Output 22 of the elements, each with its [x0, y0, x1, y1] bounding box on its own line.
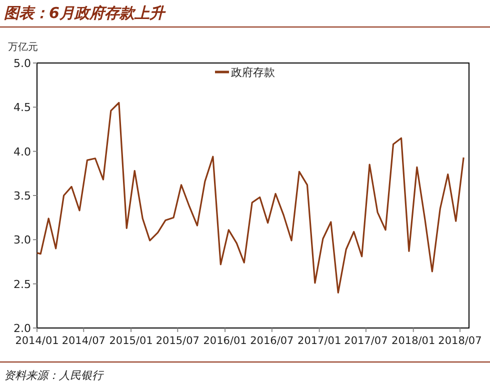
y-tick-label: 2.5 — [14, 278, 31, 291]
y-tick-label: 4.0 — [14, 145, 31, 158]
text: 资料来源：人民银行 — [4, 369, 105, 382]
x-tick-label: 2015/01 — [109, 335, 153, 347]
x-tick-label: 2018/07 — [438, 335, 482, 347]
y-axis-title: 万亿元 — [8, 42, 38, 53]
x-tick-label: 2014/07 — [62, 335, 106, 347]
line-series — [36, 102, 464, 294]
y-tick-label: 4.5 — [14, 101, 31, 114]
x-tick-label: 2016/07 — [250, 335, 294, 347]
x-tick-label: 2018/01 — [392, 335, 436, 347]
legend-label: 政府存款 — [231, 66, 275, 79]
x-tick-label: 2015/07 — [156, 335, 200, 347]
x-tick-label: 2017/01 — [298, 335, 342, 347]
x-tick-label: 2016/01 — [203, 335, 247, 347]
y-tick-label: 5.0 — [14, 57, 31, 70]
chart-title: 图表：6月政府存款上升 — [4, 4, 166, 22]
y-tick-label: 2.0 — [14, 322, 31, 335]
y-tick-label: 3.5 — [14, 190, 31, 202]
x-tick-label: 2014/01 — [15, 335, 59, 347]
y-tick-label: 3.0 — [14, 234, 31, 247]
x-tick-label: 2017/07 — [344, 335, 388, 347]
